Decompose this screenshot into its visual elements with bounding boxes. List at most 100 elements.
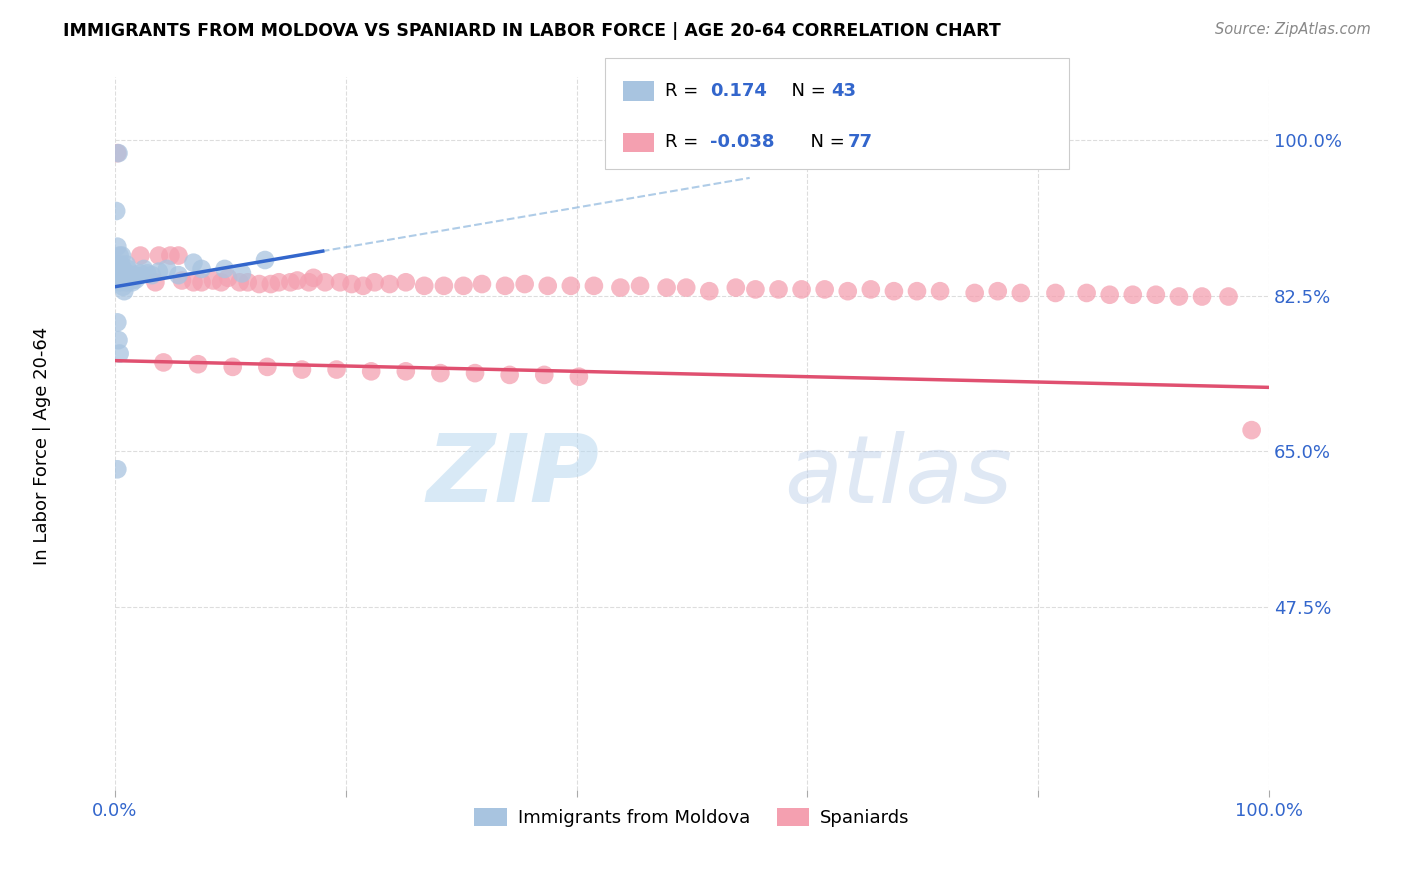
Point [108, 346, 131, 360]
Point [790, 282, 813, 296]
Point [280, 275, 302, 289]
Point [609, 280, 631, 294]
Point [285, 273, 308, 287]
Point [132, 261, 155, 276]
Point [217, 270, 239, 285]
Text: Source: ZipAtlas.com: Source: ZipAtlas.com [1215, 22, 1371, 37]
Point [148, 249, 170, 263]
Point [1144, 287, 1167, 301]
Point [453, 278, 475, 293]
Point [121, 275, 143, 289]
Point [628, 278, 651, 293]
Point [471, 277, 494, 291]
Point [464, 366, 486, 380]
Point [1218, 289, 1240, 303]
Point [117, 261, 139, 276]
Point [141, 268, 163, 282]
Point [1098, 287, 1121, 301]
Point [340, 277, 363, 291]
Point [267, 275, 290, 289]
Text: IMMIGRANTS FROM MOLDOVA VS SPANIARD IN LABOR FORCE | AGE 20-64 CORRELATION CHART: IMMIGRANTS FROM MOLDOVA VS SPANIARD IN L… [63, 22, 1001, 40]
Point [768, 282, 790, 296]
Point [107, 266, 129, 280]
Point [148, 264, 170, 278]
Point [105, 257, 128, 271]
Point [433, 278, 456, 293]
Point [494, 278, 516, 293]
Point [498, 368, 520, 382]
Point [395, 275, 418, 289]
Point [236, 275, 259, 289]
Point [111, 249, 134, 263]
Point [513, 277, 536, 291]
Point [325, 362, 347, 376]
Point [152, 355, 174, 369]
Point [167, 249, 190, 263]
Point [859, 282, 882, 296]
Point [110, 257, 132, 271]
Point [115, 275, 138, 289]
Text: ZIP: ZIP [427, 431, 600, 523]
Point [105, 204, 128, 219]
Point [655, 280, 678, 294]
Point [105, 315, 128, 329]
Text: -0.038: -0.038 [710, 134, 775, 152]
Point [429, 366, 451, 380]
Point [202, 273, 225, 287]
Point [1010, 285, 1032, 300]
Point [145, 275, 167, 289]
Point [329, 275, 352, 289]
Point [120, 273, 142, 287]
Point [1122, 287, 1144, 301]
Point [115, 257, 138, 271]
Point [129, 266, 152, 280]
Point [190, 275, 212, 289]
Point [156, 261, 179, 276]
Point [111, 270, 134, 285]
Point [568, 369, 591, 384]
Text: atlas: atlas [785, 431, 1012, 522]
Point [697, 284, 720, 298]
Point [125, 272, 148, 286]
Point [190, 261, 212, 276]
Point [260, 277, 283, 291]
Point [107, 146, 129, 161]
Point [378, 277, 401, 291]
Point [395, 364, 418, 378]
Point [222, 359, 245, 374]
Text: N =: N = [780, 82, 832, 100]
Point [136, 266, 159, 280]
Point [413, 278, 436, 293]
Point [108, 249, 131, 263]
Point [108, 266, 131, 280]
Text: In Labor Force | Age 20-64: In Labor Force | Age 20-64 [34, 326, 51, 566]
Text: 77: 77 [848, 134, 873, 152]
Point [724, 280, 747, 294]
Point [112, 279, 135, 293]
Point [929, 284, 952, 298]
Point [231, 266, 253, 280]
Point [183, 275, 205, 289]
Point [675, 280, 697, 294]
Point [963, 285, 986, 300]
Point [127, 268, 149, 283]
Point [167, 268, 190, 282]
Text: N =: N = [799, 134, 851, 152]
Point [256, 359, 278, 374]
Point [107, 275, 129, 289]
Point [560, 278, 582, 293]
Point [105, 462, 128, 476]
Point [298, 275, 321, 289]
Point [183, 255, 205, 269]
Text: 43: 43 [831, 82, 856, 100]
Point [105, 240, 128, 254]
Point [537, 278, 560, 293]
Point [214, 261, 236, 276]
Point [314, 275, 336, 289]
Point [352, 278, 374, 293]
Point [302, 270, 325, 285]
Point [228, 275, 250, 289]
Point [105, 146, 128, 161]
Point [209, 275, 232, 289]
Point [987, 284, 1010, 298]
